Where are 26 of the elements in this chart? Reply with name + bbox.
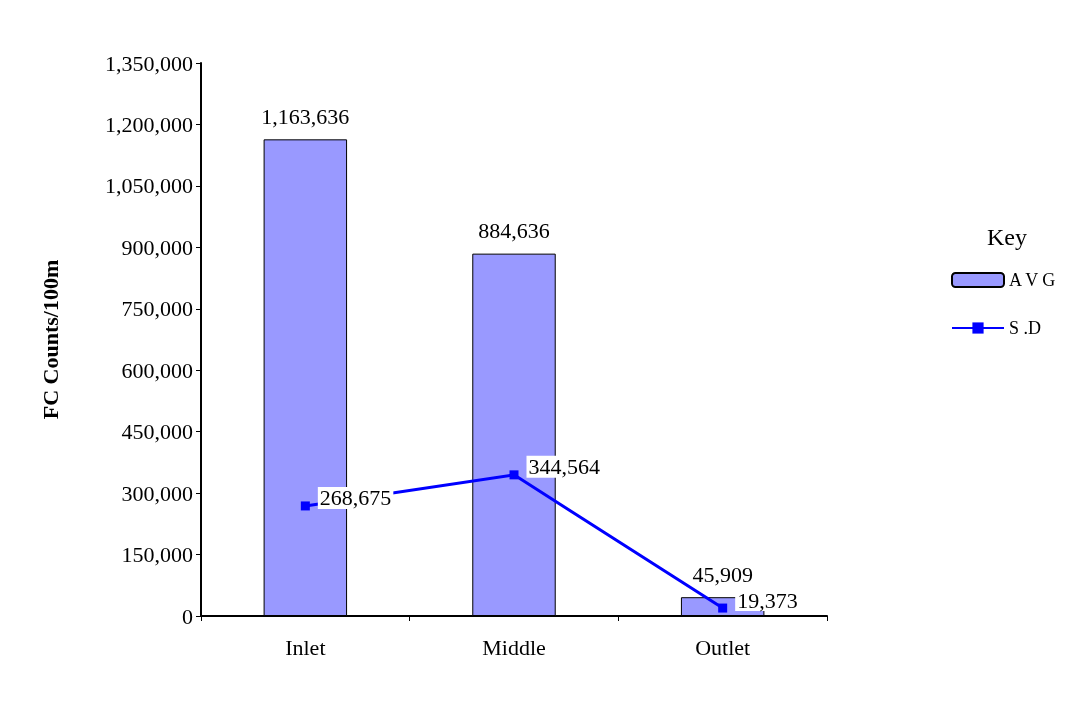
legend-label: A V G bbox=[1009, 270, 1056, 290]
y-axis-title: FC Counts/100m bbox=[37, 259, 63, 420]
data-label: 45,909 bbox=[692, 561, 753, 587]
y-tick-label: 150,000 bbox=[121, 542, 193, 568]
y-tick-label: 450,000 bbox=[121, 419, 193, 445]
y-tick-label: 750,000 bbox=[121, 296, 193, 322]
legend-title: Key bbox=[987, 224, 1027, 250]
point bbox=[509, 470, 519, 480]
data-label: 1,163,636 bbox=[261, 103, 350, 129]
y-tick-label: 1,050,000 bbox=[105, 173, 193, 199]
point bbox=[718, 603, 728, 613]
data-label: 19,373 bbox=[737, 587, 798, 613]
x-tick-label: Middle bbox=[482, 634, 546, 660]
y-tick-label: 600,000 bbox=[121, 357, 193, 383]
data-label: 344,564 bbox=[528, 454, 600, 480]
data-label: 884,636 bbox=[478, 218, 550, 244]
y-tick-label: 300,000 bbox=[121, 480, 193, 506]
legend-label: S .D bbox=[1009, 318, 1042, 338]
y-tick-label: 1,200,000 bbox=[105, 111, 193, 137]
y-tick-label: 1,350,000 bbox=[105, 50, 193, 76]
y-tick-label: 0 bbox=[182, 603, 193, 629]
x-tick-label: Inlet bbox=[285, 634, 326, 660]
point bbox=[300, 501, 310, 511]
x-tick-label: Outlet bbox=[695, 634, 751, 660]
y-tick-label: 900,000 bbox=[121, 234, 193, 260]
data-label: 268,675 bbox=[319, 485, 392, 511]
